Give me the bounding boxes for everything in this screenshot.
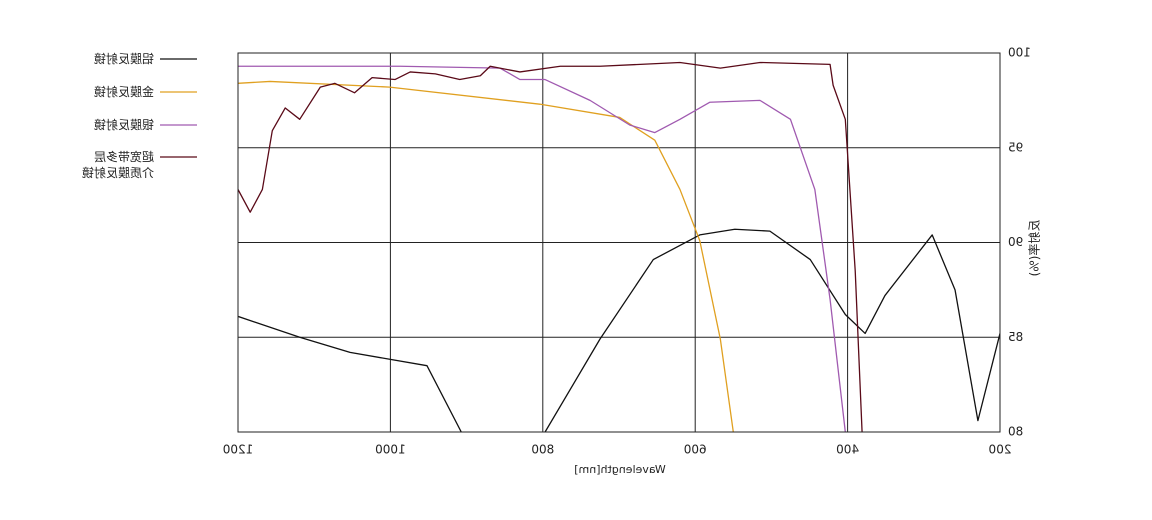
plot-frame bbox=[237, 52, 1001, 433]
x-tick-label: 1000 bbox=[375, 443, 406, 457]
x-tick-label: 800 bbox=[531, 443, 554, 457]
legend-item: 超宽带多层 介质膜反射镜 bbox=[81, 150, 154, 180]
x-tick-label: 1200 bbox=[223, 443, 254, 457]
x-tick-label: 400 bbox=[836, 443, 859, 457]
series-line bbox=[238, 65, 846, 432]
legend-label: 银膜反射镜 bbox=[93, 118, 154, 132]
y-tick-label: 100 bbox=[1008, 46, 1031, 60]
plot-lines bbox=[238, 61, 1000, 432]
legend-label: 铝膜反射镜 bbox=[93, 52, 154, 66]
series-line bbox=[238, 228, 1000, 432]
legend-label: 金膜反射镜 bbox=[93, 85, 154, 99]
y-tick-label: 90 bbox=[1008, 235, 1023, 249]
y-axis-title: 反射率(%) bbox=[1027, 220, 1042, 277]
series-line bbox=[238, 61, 863, 432]
x-axis-title: Wavelength[nm] bbox=[574, 463, 666, 476]
y-tick-label: 85 bbox=[1008, 330, 1023, 344]
x-tick-label: 600 bbox=[684, 443, 707, 457]
legend-label: 超宽带多层 介质膜反射镜 bbox=[81, 150, 154, 180]
y-tick-label: 95 bbox=[1008, 140, 1023, 154]
y-tick-label: 80 bbox=[1008, 425, 1023, 439]
x-tick-label: 200 bbox=[989, 443, 1012, 457]
